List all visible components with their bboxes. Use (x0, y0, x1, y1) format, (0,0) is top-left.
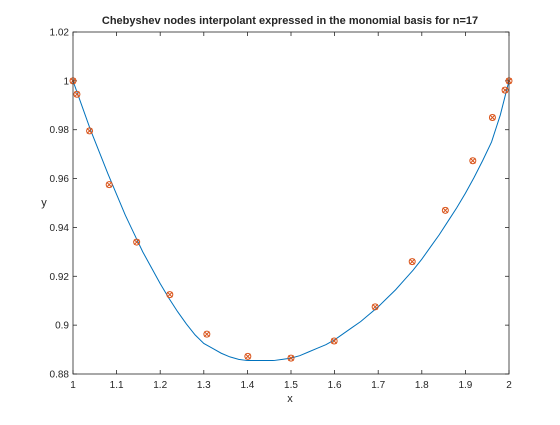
node-marker-circle (441, 206, 449, 214)
x-tick-label: 1 (70, 380, 76, 391)
node-marker-circle (488, 114, 496, 121)
node-marker-circle (203, 330, 211, 338)
x-tick-label: 1.9 (458, 380, 472, 391)
node-marker-cross (203, 331, 210, 338)
node-marker-cross (442, 207, 449, 214)
x-tick-label: 1.4 (240, 380, 254, 391)
chart-title: Chebyshev nodes interpolant expressed in… (102, 15, 478, 27)
y-tick-label: 1.02 (50, 28, 70, 39)
axes-box (72, 31, 510, 375)
plot-area (69, 77, 513, 362)
node-marker-cross (502, 87, 509, 94)
x-tick-label: 1.7 (371, 380, 385, 391)
y-tick-label: 0.96 (50, 174, 70, 185)
x-tick-label: 1.2 (153, 380, 167, 391)
x-tick-label: 1.3 (197, 380, 211, 391)
y-tick-label: 0.94 (50, 223, 70, 234)
x-tick-label: 1.8 (415, 380, 429, 391)
node-marker-circle (287, 354, 295, 362)
y-axis-label: y (41, 197, 47, 209)
node-marker-cross (86, 127, 93, 134)
node-marker-circle (501, 86, 509, 94)
x-tick-label: 1.1 (110, 380, 124, 391)
node-marker-circle (330, 337, 338, 345)
x-tick-label: 2 (506, 380, 512, 391)
node-marker-circle (408, 258, 416, 266)
node-marker-cross (331, 338, 338, 344)
node-marker-circle (86, 127, 94, 135)
node-marker-cross (73, 91, 80, 98)
node-marker-cross (288, 355, 294, 362)
y-tick-label: 0.92 (50, 272, 70, 283)
y-tick-label: 0.88 (50, 370, 70, 381)
axis-tick-labels: 1 1.1 1.2 1.3 1.4 1.5 1.6 1.7 1.8 1.9 2 0.88 0.9 0.92… (50, 28, 513, 392)
node-marker-circle (166, 291, 174, 299)
node-marker-cross (106, 181, 113, 188)
node-marker-cross (166, 291, 173, 298)
y-tick-label: 1 (63, 76, 69, 87)
node-marker-cross (409, 258, 416, 265)
node-marker-circle (244, 352, 252, 360)
node-marker-circle (469, 157, 477, 165)
y-tick-label: 0.9 (55, 321, 69, 332)
node-marker-circle (133, 238, 141, 246)
axes-background (73, 32, 509, 374)
node-marker-circle (371, 303, 379, 311)
node-marker-circle (73, 90, 81, 98)
y-tick-label: 0.98 (50, 125, 70, 136)
x-axis-label: x (287, 393, 293, 405)
node-marker-cross (133, 239, 140, 246)
node-marker-cross (469, 157, 476, 164)
node-marker-cross (489, 114, 496, 121)
node-marker-cross (372, 303, 379, 310)
x-tick-label: 1.6 (328, 380, 342, 391)
x-tick-label: 1.5 (284, 380, 298, 391)
node-marker-circle (105, 181, 113, 189)
node-marker-cross (244, 353, 251, 360)
